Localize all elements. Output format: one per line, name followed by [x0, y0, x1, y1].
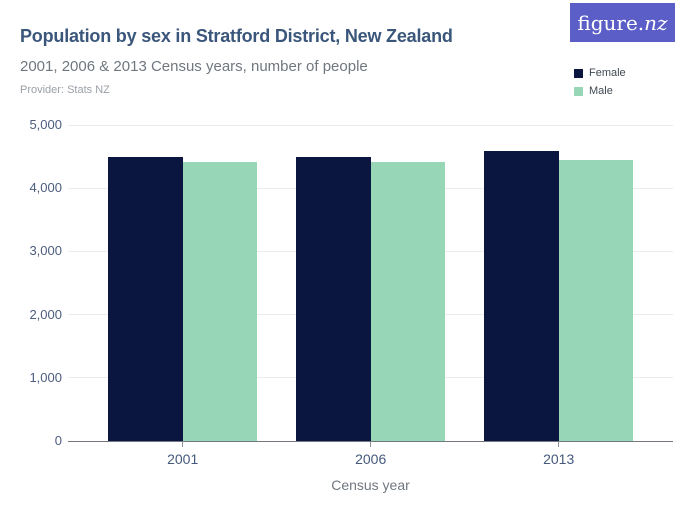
bar-female-2013[interactable] [484, 150, 559, 441]
x-tick-2006 [370, 442, 372, 447]
y-axis-labels: 0 1,000 2,000 3,000 4,000 5,000 [0, 117, 62, 455]
x-tick-label-2006: 2006 [355, 451, 387, 467]
page-title: Population by sex in Stratford District,… [20, 26, 453, 46]
chart-legend: Female Male [574, 64, 626, 100]
x-tick-2001 [182, 442, 184, 447]
bar-male-2013[interactable] [558, 160, 634, 441]
x-axis-title: Census year [331, 477, 410, 493]
data-provider-label: Provider: Stats NZ [20, 84, 110, 96]
bar-male-2006[interactable] [370, 161, 446, 441]
bar-chart: 0 1,000 2,000 3,000 4,000 5,000 2001 2006 2013 C… [0, 117, 700, 525]
y-tick-label-4000: 4,000 [29, 180, 62, 196]
x-tick-label-2013: 2013 [543, 451, 575, 467]
x-tick-2013 [558, 442, 560, 447]
male-color-swatch [574, 86, 583, 96]
bar-female-2006[interactable] [296, 157, 371, 441]
y-tick-label-1000: 1,000 [29, 369, 62, 385]
legend-label-male: Male [589, 85, 613, 97]
y-tick-label-0: 0 [54, 433, 62, 448]
y-tick-label-2000: 2,000 [29, 306, 62, 322]
x-tick-label-2001: 2001 [167, 451, 199, 467]
female-color-swatch [574, 68, 583, 78]
x-axis-baseline [68, 441, 673, 442]
legend-item-female: Female [574, 64, 626, 82]
y-tick-label-3000: 3,000 [29, 243, 62, 259]
bar-female-2001[interactable] [108, 156, 183, 441]
chart-subtitle: 2001, 2006 & 2013 Census years, number o… [20, 58, 368, 75]
gridline-5000 [68, 124, 673, 126]
plot-area: 2001 2006 2013 Census year [68, 124, 673, 493]
legend-label-female: Female [589, 67, 626, 79]
figure-nz-logo[interactable]: figure. nz [570, 3, 675, 42]
logo-text-main: figure. [577, 10, 645, 35]
logo-text-accent: nz [644, 10, 668, 35]
legend-item-male: Male [574, 82, 626, 100]
bar-male-2001[interactable] [182, 162, 258, 441]
y-tick-label-5000: 5,000 [29, 117, 62, 132]
